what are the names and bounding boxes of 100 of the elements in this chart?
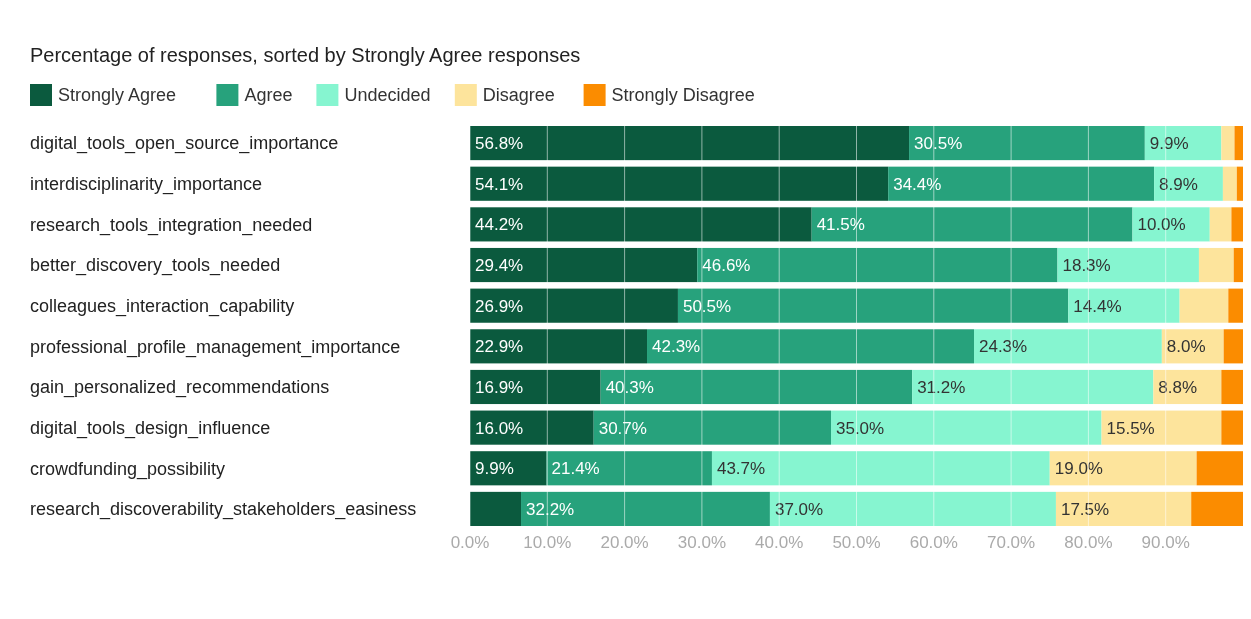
- bar: [470, 288, 678, 323]
- data-label: 43.7%: [716, 459, 766, 479]
- x-tick-label: 80.0%: [1064, 532, 1113, 552]
- bar: [546, 451, 712, 486]
- data-label: 8.0%: [1166, 337, 1206, 357]
- data-label: 16.9%: [475, 377, 524, 397]
- data-label: 29.4%: [475, 255, 524, 275]
- data-label: 26.9%: [475, 296, 524, 316]
- data-label: 15.5%: [1106, 418, 1155, 438]
- y-tick-label: crowdfunding_possibility: [30, 458, 226, 480]
- y-tick-label: better_discovery_tools_needed: [30, 255, 281, 277]
- x-tick-label: 30.0%: [677, 532, 726, 552]
- bar: [1198, 247, 1234, 283]
- data-label: 44.2%: [475, 215, 524, 235]
- bar: [470, 329, 648, 364]
- bar: [1221, 369, 1243, 405]
- data-label: 37.0%: [774, 499, 824, 519]
- data-label: 22.9%: [475, 337, 524, 357]
- bar: [769, 491, 1056, 526]
- y-tick-label: digital_tools_design_influence: [30, 417, 271, 439]
- bar: [912, 369, 1154, 405]
- bar: [470, 491, 522, 526]
- legend-label: Strongly Disagree: [611, 85, 755, 106]
- bar: [1179, 288, 1229, 323]
- data-label: 34.4%: [893, 174, 942, 194]
- y-tick-label: interdisciplinarity_importance: [30, 174, 263, 196]
- data-label: 17.5%: [1060, 499, 1110, 519]
- bar: [1228, 288, 1243, 323]
- data-label: 10.0%: [1137, 215, 1186, 235]
- bar: [1209, 207, 1232, 242]
- data-label: 9.9%: [475, 459, 514, 479]
- x-tick-label: 70.0%: [987, 532, 1036, 552]
- data-label: 18.3%: [1062, 255, 1111, 275]
- bar: [697, 247, 1058, 283]
- y-tick-label: research_tools_integration_needed: [30, 214, 313, 236]
- x-tick-label: 60.0%: [909, 532, 958, 552]
- legend-label: Disagree: [482, 85, 555, 106]
- data-label: 21.4%: [551, 459, 600, 479]
- data-label: 30.5%: [914, 134, 963, 154]
- x-tick-label: 0.0%: [450, 532, 490, 552]
- y-tick-label: digital_tools_open_source_importance: [30, 133, 339, 155]
- data-label: 40.3%: [605, 377, 654, 397]
- legend-label: Agree: [244, 85, 293, 106]
- data-label: 19.0%: [1054, 459, 1103, 479]
- data-label: 32.2%: [526, 499, 575, 519]
- bar: [470, 369, 601, 405]
- legend-label: Undecided: [344, 85, 431, 106]
- bar: [830, 410, 1102, 445]
- bar: [677, 288, 1069, 323]
- data-label: 8.9%: [1159, 174, 1198, 194]
- data-label: 35.0%: [835, 418, 885, 438]
- bar: [1191, 491, 1243, 526]
- bar: [470, 247, 698, 283]
- data-label: 56.8%: [475, 134, 524, 154]
- y-tick-label: research_discoverability_stakeholders_easiness: [30, 499, 417, 521]
- bar: [1055, 491, 1192, 526]
- bar: [711, 451, 1050, 486]
- bar: [521, 491, 770, 526]
- bar: [1057, 247, 1199, 283]
- bar: [1196, 451, 1243, 486]
- bar: [593, 410, 831, 445]
- data-label: 42.3%: [652, 337, 701, 357]
- x-tick-label: 40.0%: [755, 532, 804, 552]
- bar: [1234, 126, 1243, 161]
- data-label: 30.7%: [598, 418, 647, 438]
- x-tick-label: 20.0%: [600, 532, 649, 552]
- data-label: 41.5%: [816, 215, 865, 235]
- data-label: 16.0%: [475, 418, 524, 438]
- data-label: 46.6%: [702, 255, 751, 275]
- bar: [470, 410, 594, 445]
- bar: [1221, 410, 1243, 445]
- bar: [974, 329, 1162, 364]
- x-tick-label: 50.0%: [832, 532, 881, 552]
- bar: [470, 166, 889, 201]
- data-label: 14.4%: [1073, 296, 1122, 316]
- bar: [1222, 166, 1237, 201]
- bar: [1068, 288, 1180, 323]
- bar: [1221, 126, 1235, 161]
- bar: [647, 329, 974, 364]
- x-tick-label: 90.0%: [1141, 532, 1190, 552]
- bar: [888, 166, 1155, 201]
- bar: [470, 207, 812, 242]
- bar: [811, 207, 1133, 242]
- data-label: 54.1%: [475, 174, 524, 194]
- text: Percentage of responses, sorted by Strongly Agree responses: [30, 44, 581, 66]
- bar: [470, 126, 910, 161]
- data-label: 50.5%: [682, 296, 732, 316]
- data-label: 31.2%: [917, 377, 966, 397]
- bar: [1231, 207, 1244, 242]
- bar: [600, 369, 913, 405]
- legend-label: Strongly Agree: [58, 85, 177, 106]
- y-tick-label: colleagues_interaction_capability: [30, 295, 295, 317]
- data-label: 8.8%: [1158, 377, 1198, 397]
- bar: [470, 451, 547, 486]
- bar: [1049, 451, 1197, 486]
- bar: [1223, 329, 1244, 364]
- data-label: 24.3%: [979, 337, 1028, 357]
- bar: [1233, 247, 1243, 283]
- bar: [1236, 166, 1243, 201]
- y-tick-label: gain_personalized_recommendations: [30, 377, 330, 399]
